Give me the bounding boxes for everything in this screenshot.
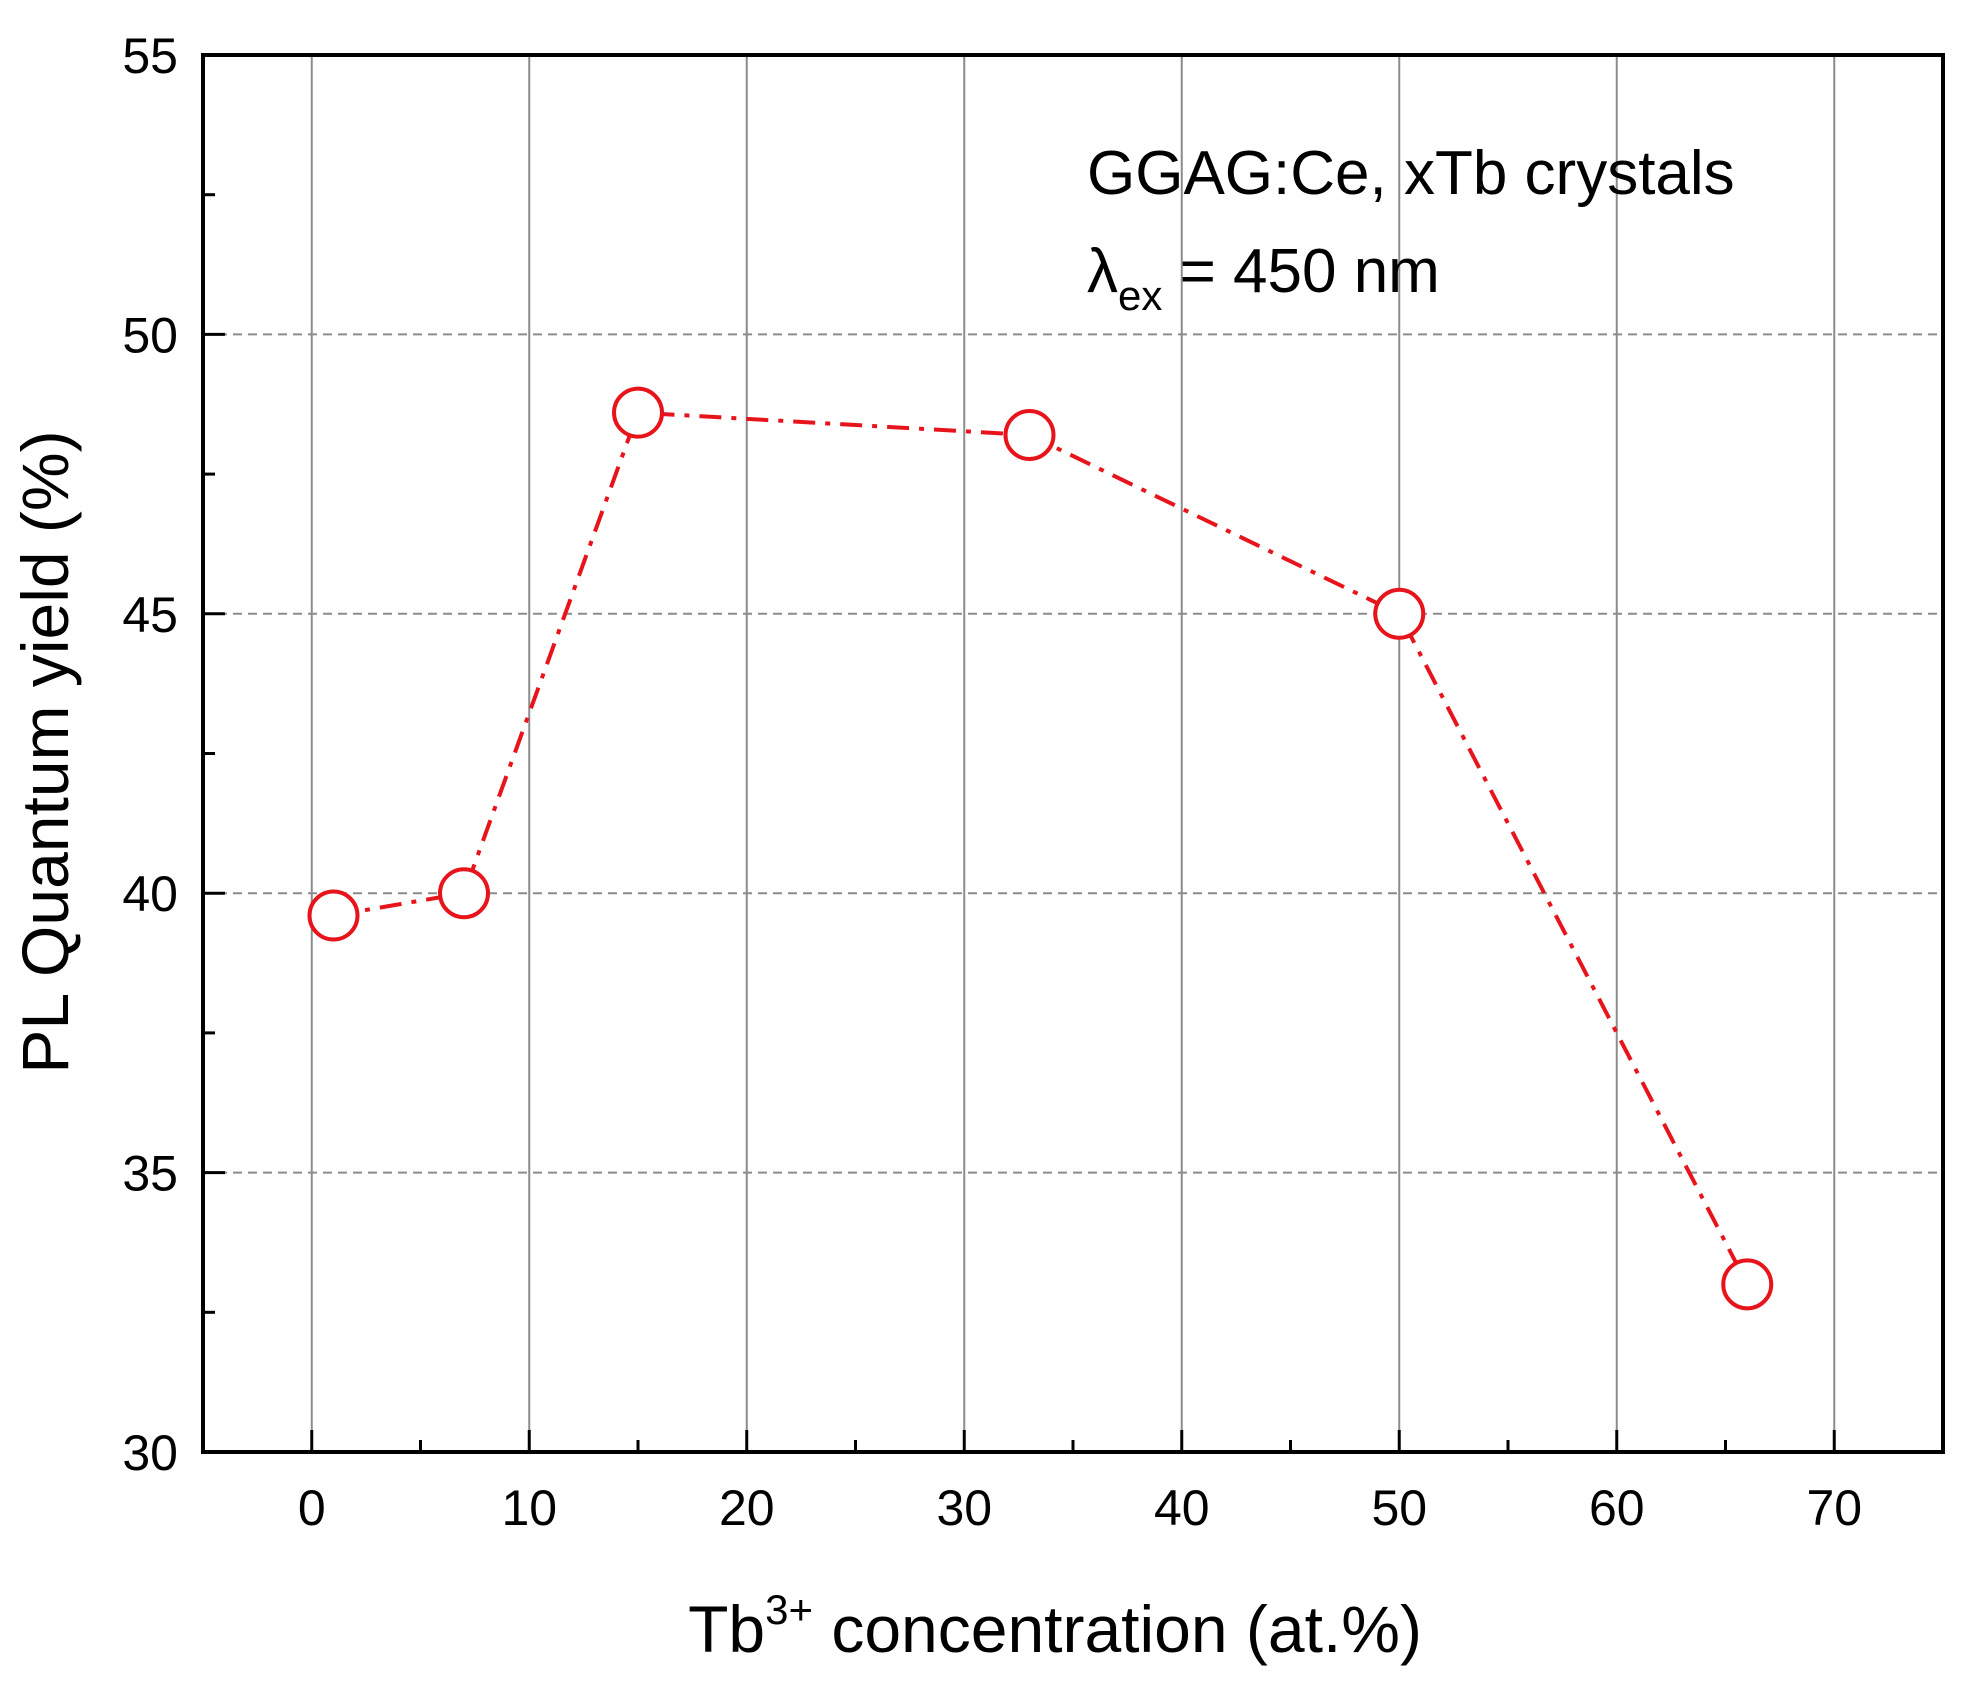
y-axis-title: PL Quantum yield (%) xyxy=(8,430,82,1073)
data-point-marker xyxy=(1373,587,1426,640)
x-tick-label: 0 xyxy=(298,1480,326,1536)
y-tick-label: 55 xyxy=(122,28,178,84)
x-axis-title-superscript: 3+ xyxy=(765,1586,813,1633)
series-line xyxy=(333,410,1750,1286)
annotation-excitation: λex = 450 nm xyxy=(1087,237,1440,319)
x-axis-title-rest: concentration (at.%) xyxy=(813,1592,1422,1666)
x-tick-label: 20 xyxy=(719,1480,775,1536)
x-axis-title-main: Tb xyxy=(688,1592,765,1666)
y-tick-label: 45 xyxy=(122,587,178,643)
x-tick-label: 60 xyxy=(1589,1480,1645,1536)
grid xyxy=(203,55,1943,1452)
data-point-marker xyxy=(1721,1258,1774,1311)
data-series xyxy=(307,386,1774,1311)
data-point-marker xyxy=(307,889,360,942)
x-tick-label: 30 xyxy=(936,1480,992,1536)
x-tick-label: 50 xyxy=(1371,1480,1427,1536)
data-point-marker xyxy=(1003,408,1056,461)
annotation-rest: = 450 nm xyxy=(1162,237,1439,306)
data-point-marker xyxy=(438,867,490,920)
y-tick-label: 35 xyxy=(122,1146,178,1202)
y-tick-label: 30 xyxy=(122,1425,178,1481)
x-tick-label: 10 xyxy=(501,1480,557,1536)
y-tick-label: 40 xyxy=(122,866,178,922)
x-tick-label: 40 xyxy=(1154,1480,1210,1536)
data-point-marker xyxy=(612,386,664,439)
annotation-subscript: ex xyxy=(1118,272,1162,319)
x-axis-title: Tb3+ concentration (at.%) xyxy=(688,1586,1422,1666)
x-tick-label: 70 xyxy=(1806,1480,1862,1536)
annotation-sample: GGAG:Ce, xTb crystals xyxy=(1087,139,1735,208)
annotation-lambda: λ xyxy=(1087,237,1118,306)
plot-frame xyxy=(201,53,1945,1454)
y-tick-label: 50 xyxy=(122,307,178,363)
axes: 0 10 20 30 40 50 60 70 30 35 40 45 50 55 xyxy=(122,28,1945,1536)
